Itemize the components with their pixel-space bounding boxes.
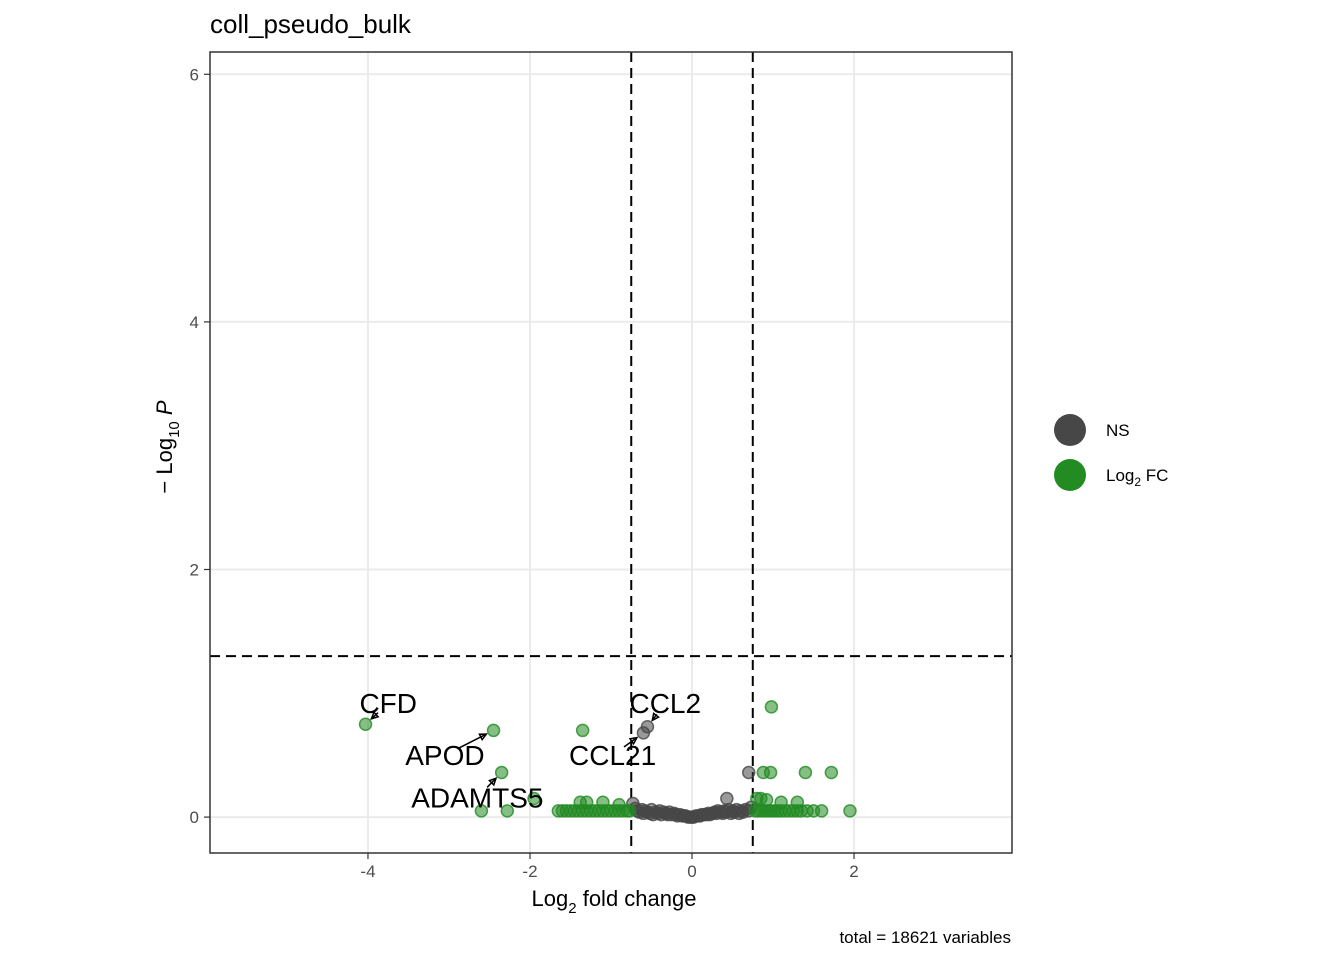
y-tick-label: 2	[190, 560, 199, 579]
gene-label: ADAMTS5	[411, 782, 543, 813]
log2fc-point	[798, 765, 813, 780]
y-tick-label: 6	[190, 65, 199, 84]
ns-point	[640, 719, 655, 734]
legend: NS Log2 FC	[1054, 414, 1168, 491]
log2fc-point	[843, 804, 857, 818]
cutoff-lines	[210, 52, 1012, 853]
label-connector	[457, 733, 487, 750]
gene-label: APOD	[405, 740, 484, 771]
label-arrowhead	[478, 733, 488, 742]
log2fc-point	[575, 723, 590, 738]
gene-label: CCL21	[569, 740, 656, 771]
label-arrowhead	[370, 710, 380, 720]
y-tick-label: 4	[190, 313, 199, 332]
ns-point	[720, 791, 734, 806]
label-arrowhead	[651, 712, 660, 722]
log2fc-point	[358, 717, 373, 731]
x-tick-label: 0	[687, 862, 696, 881]
log2fc-point	[622, 804, 637, 818]
log2fc-point	[494, 765, 509, 780]
log2fc-point	[763, 765, 778, 780]
legend-key-log2fc	[1054, 459, 1086, 491]
log2fc-point	[500, 804, 515, 818]
log2fc-point	[814, 804, 829, 818]
ns-point	[741, 765, 756, 780]
log2fc-point	[764, 700, 779, 714]
legend-label: Log2 FC	[1106, 466, 1168, 489]
x-axis-ticks: -4 -2 0 2	[360, 853, 859, 881]
log2fc-point	[824, 765, 839, 780]
log2fc-point	[579, 795, 594, 809]
gridlines	[210, 52, 1012, 853]
x-tick-label: 2	[849, 862, 858, 881]
log2fc-point	[596, 795, 610, 809]
data-points	[358, 700, 857, 824]
log2fc-point	[612, 797, 626, 812]
log2fc-point	[474, 804, 489, 818]
legend-key-ns	[1054, 414, 1086, 446]
x-tick-label: -4	[360, 862, 375, 881]
gene-label: CCL2	[629, 688, 701, 719]
panel-border	[209, 51, 1013, 854]
label-connector	[623, 736, 638, 748]
log2fc-point	[527, 791, 541, 806]
gene-labels: CFD APOD ADAMTS5 CCL2 CCL21	[359, 688, 701, 813]
y-axis-ticks: 0 2 4 6	[190, 65, 210, 827]
caption: total = 18621 variables	[839, 928, 1011, 947]
label-arrowhead	[488, 777, 498, 787]
chart-title: coll_pseudo_bulk	[210, 9, 412, 39]
gene-label: CFD	[359, 688, 417, 719]
x-axis-label: Log2 fold change	[532, 886, 697, 917]
y-axis-label: − Log10 P	[152, 400, 183, 493]
legend-label: NS	[1106, 421, 1130, 440]
log2fc-point	[486, 723, 501, 738]
y-tick-label: 0	[190, 808, 199, 827]
x-tick-label: -2	[522, 862, 537, 881]
log2fc-point	[759, 793, 774, 807]
label-arrowhead	[628, 736, 639, 746]
